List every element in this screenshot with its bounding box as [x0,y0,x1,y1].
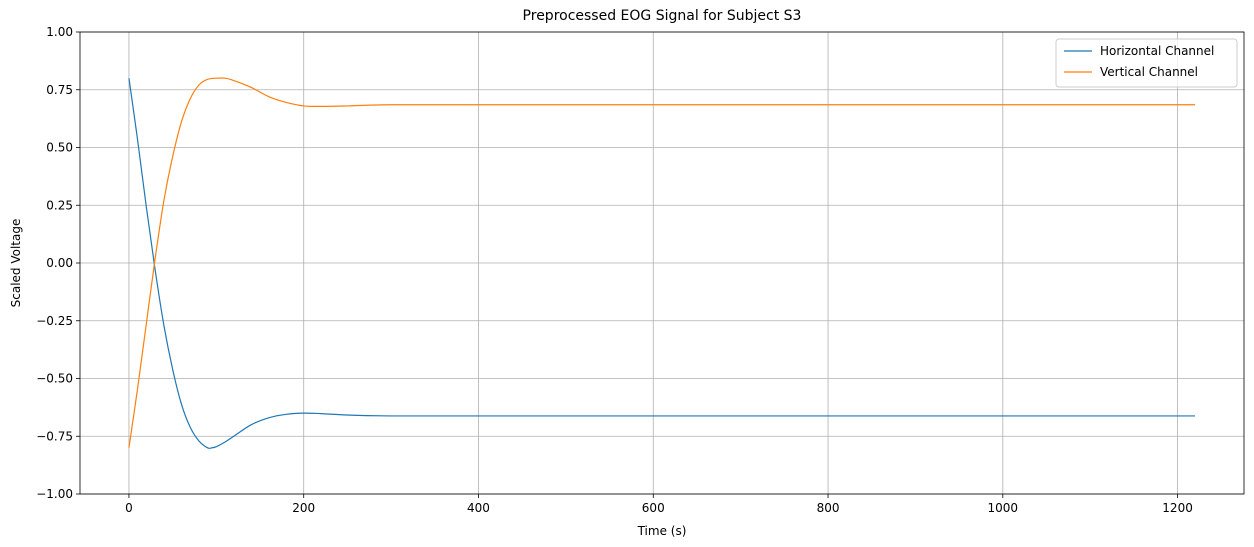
y-tick-label: 0.75 [46,83,73,97]
y-tick-label: 0.25 [46,198,73,212]
x-tick-label: 400 [467,501,490,515]
x-tick-label: 0 [125,501,133,515]
y-tick-label: −0.75 [36,429,73,443]
y-tick-label: 0.00 [46,256,73,270]
legend-entry-vertical: Vertical Channel [1100,65,1198,79]
y-tick-label: 1.00 [46,25,73,39]
x-tick-label: 1000 [988,501,1019,515]
y-tick-label: −1.00 [36,487,73,501]
series-lines [128,77,1196,449]
x-axis-ticks: 0 200 400 600 800 1000 1200 [125,494,1193,515]
legend-box [1055,38,1238,88]
y-tick-label: 0.50 [46,141,73,155]
x-tick-label: 800 [817,501,840,515]
x-axis-label: Time (s) [637,524,687,538]
y-tick-label: −0.25 [36,314,73,328]
y-axis-ticks: −1.00 −0.75 −0.50 −0.25 0.00 0.25 0.50 0.75 1.00 [36,25,80,501]
series-line-vertical [128,77,1196,448]
grid-lines [80,31,1244,495]
y-axis-label: Scaled Voltage [9,219,23,308]
y-tick-label: −0.50 [36,372,73,386]
legend: Horizontal Channel Vertical Channel [1055,38,1238,88]
x-tick-label: 200 [292,501,315,515]
chart-title: Preprocessed EOG Signal for Subject S3 [523,8,802,24]
series-line-horizontal [128,78,1196,449]
x-tick-label: 1200 [1162,501,1193,515]
x-tick-label: 600 [642,501,665,515]
legend-entry-horizontal: Horizontal Channel [1100,44,1214,58]
